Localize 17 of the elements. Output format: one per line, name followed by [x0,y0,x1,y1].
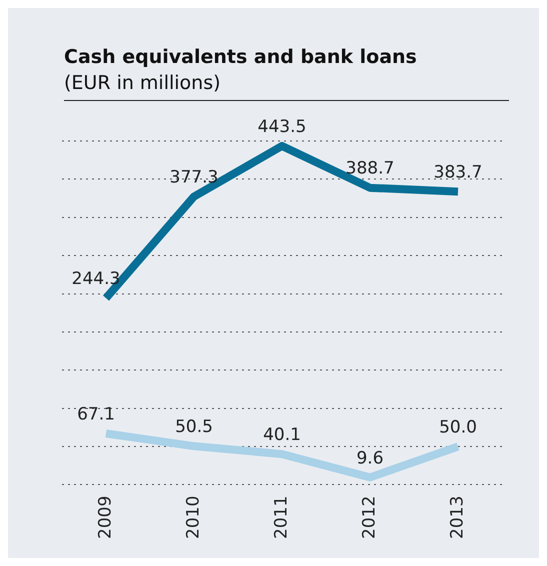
x-tick-label: 2013 [447,496,468,539]
data-label: 67.1 [77,404,115,424]
data-label: 383.7 [434,162,482,183]
data-label: 9.6 [356,448,384,468]
data-label: 244.3 [72,269,120,290]
x-tick-label: 2012 [359,496,380,539]
data-label: 388.7 [346,158,394,179]
data-label: 443.5 [258,116,306,137]
x-tick-label: 2010 [183,496,204,539]
chart-subtitle: (EUR in millions) [64,72,222,94]
data-label: 50.0 [439,417,477,438]
x-tick-label: 2011 [271,496,292,539]
data-label: 50.5 [175,417,213,438]
x-tick-label: 2009 [95,496,116,539]
data-label: 40.1 [263,425,301,446]
data-label: 377.3 [170,167,218,188]
chart-title: Cash equivalents and bank loans [64,46,418,68]
